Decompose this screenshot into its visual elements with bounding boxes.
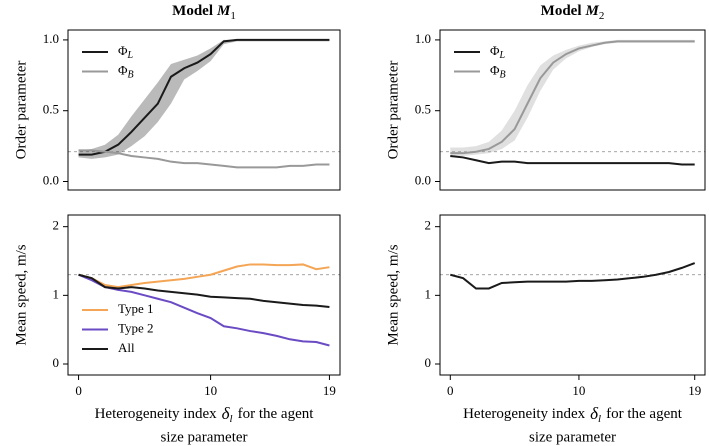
x-tick-label: 0 bbox=[447, 383, 454, 398]
x-label-subscript: l bbox=[230, 413, 233, 425]
x-tick-label: 10 bbox=[572, 383, 585, 398]
y-tick-label: 0 bbox=[53, 355, 60, 370]
plot-frame bbox=[67, 29, 341, 191]
series-line bbox=[78, 149, 330, 169]
title-symbol: M bbox=[584, 3, 599, 19]
title-symbol: M bbox=[216, 3, 231, 19]
x-label-text: Heterogeneity index bbox=[463, 406, 586, 422]
series-line bbox=[78, 273, 330, 309]
legend-name: Φ bbox=[118, 43, 128, 58]
y-tick-label: 2 bbox=[53, 218, 60, 233]
x-axis-label: size parameter bbox=[529, 429, 616, 445]
y-tick-label: 0.5 bbox=[415, 102, 431, 117]
series-line bbox=[78, 38, 330, 156]
y-tick-label: 0.5 bbox=[43, 102, 59, 117]
title-text: Model bbox=[172, 3, 213, 19]
plot-frame bbox=[439, 214, 706, 376]
y-tick-label: 1 bbox=[53, 286, 60, 301]
x-label-symbol: δ bbox=[590, 404, 599, 423]
x-tick-label: 0 bbox=[75, 383, 82, 398]
x-axis-label: size parameter bbox=[160, 429, 247, 445]
legend-name: Φ bbox=[490, 62, 500, 77]
legend-label: ΦB bbox=[118, 62, 134, 80]
y-tick-label: 1 bbox=[425, 286, 432, 301]
legend-name: Type 2 bbox=[118, 320, 154, 335]
title-subscript: 1 bbox=[230, 10, 236, 22]
legend-name: All bbox=[118, 340, 135, 355]
y-tick-label: 0 bbox=[425, 355, 432, 370]
series-line bbox=[78, 273, 330, 347]
y-axis-label: Mean speed, m/s bbox=[385, 244, 401, 345]
legend-label: ΦL bbox=[118, 43, 134, 61]
x-label-text: for the agent bbox=[238, 406, 315, 422]
legend-label: ΦL bbox=[490, 43, 506, 61]
y-tick-label: 2 bbox=[425, 218, 432, 233]
series-line bbox=[78, 263, 330, 289]
series-line bbox=[450, 262, 696, 290]
plot-frame bbox=[439, 29, 706, 191]
title-text: Model bbox=[541, 3, 582, 19]
legend-name: Type 1 bbox=[118, 301, 154, 316]
x-label-text: for the agent bbox=[606, 406, 683, 422]
series-line bbox=[450, 40, 695, 155]
legend-subscript: L bbox=[499, 50, 506, 61]
y-tick-label: 1.0 bbox=[415, 31, 431, 46]
x-tick-label: 19 bbox=[688, 383, 701, 398]
x-tick-label: 10 bbox=[204, 383, 217, 398]
legend-subscript: L bbox=[127, 50, 134, 61]
series-line bbox=[450, 155, 695, 166]
legend-name: Φ bbox=[118, 62, 128, 77]
x-label-subscript: l bbox=[598, 413, 601, 425]
chart-title: Model M1 bbox=[172, 3, 236, 21]
legend-subscript: B bbox=[500, 70, 506, 81]
legend-label: ΦB bbox=[490, 62, 506, 80]
legend-subscript: B bbox=[128, 70, 134, 81]
y-axis-label: Order parameter bbox=[13, 61, 29, 160]
legend-label: Type 2 bbox=[118, 320, 154, 335]
legend-name: Φ bbox=[490, 43, 500, 58]
y-tick-label: 0.0 bbox=[415, 172, 431, 187]
y-axis-label: Order parameter bbox=[385, 61, 401, 160]
y-tick-label: 0.0 bbox=[43, 172, 59, 187]
y-tick-label: 1.0 bbox=[43, 31, 59, 46]
x-label-text: Heterogeneity index bbox=[95, 406, 218, 422]
legend-label: Type 1 bbox=[118, 301, 154, 316]
x-tick-label: 19 bbox=[323, 383, 336, 398]
legend-label: All bbox=[118, 340, 135, 355]
x-label-symbol: δ bbox=[222, 404, 231, 423]
x-axis-label: Heterogeneity index δl for the agent bbox=[463, 404, 683, 425]
chart-title: Model M2 bbox=[541, 3, 605, 21]
confidence-band bbox=[450, 39, 695, 158]
y-axis-label: Mean speed, m/s bbox=[13, 244, 29, 345]
confidence-band bbox=[78, 39, 330, 159]
title-subscript: 2 bbox=[599, 10, 605, 22]
x-axis-label: Heterogeneity index δl for the agent bbox=[95, 404, 315, 425]
